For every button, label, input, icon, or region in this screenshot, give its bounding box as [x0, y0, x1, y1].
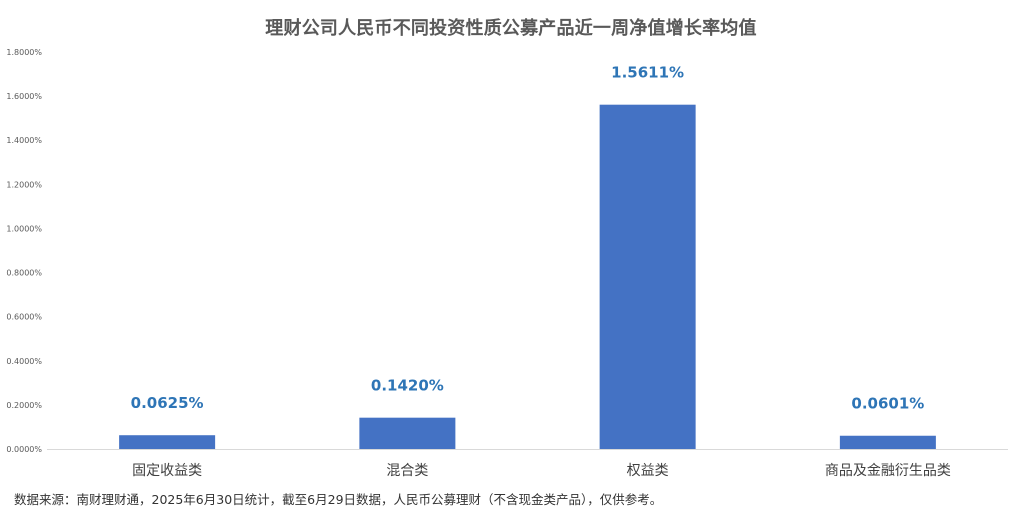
x-axis-ticks: 固定收益类 混合类 权益类 商品及金融衍生品类: [132, 463, 951, 479]
y-tick-label: 1.8000%: [6, 48, 42, 57]
data-source-note: 数据来源：南财理财通，2025年6月30日统计，截至6月29日数据，人民币公募理…: [14, 492, 663, 507]
chart-title: 理财公司人民币不同投资性质公募产品近一周净值增长率均值: [265, 18, 757, 39]
y-axis-ticks: 0.0000% 0.2000% 0.4000% 0.6000% 0.8000% 1.000…: [6, 48, 42, 454]
bars: [119, 104, 936, 449]
category-label: 固定收益类: [132, 463, 202, 479]
y-tick-label: 1.4000%: [6, 136, 42, 145]
bar: [359, 417, 456, 449]
category-label: 商品及金融衍生品类: [825, 463, 951, 479]
value-labels: 0.0625% 0.1420% 1.5611% 0.0601%: [131, 64, 925, 413]
y-tick-label: 0.8000%: [6, 269, 42, 278]
value-label: 1.5611%: [611, 64, 684, 82]
bar: [119, 435, 216, 449]
value-label: 0.0625%: [131, 394, 204, 412]
y-tick-label: 0.4000%: [6, 357, 42, 366]
category-label: 权益类: [627, 463, 669, 479]
y-tick-label: 1.6000%: [6, 92, 42, 101]
bar: [599, 104, 696, 449]
y-tick-label: 1.2000%: [6, 180, 42, 189]
value-label: 0.1420%: [371, 377, 444, 395]
y-tick-label: 0.2000%: [6, 401, 42, 410]
y-tick-label: 0.0000%: [6, 445, 42, 454]
bar: [839, 435, 936, 449]
category-label: 混合类: [386, 463, 428, 479]
y-tick-label: 1.0000%: [6, 224, 42, 233]
value-label: 0.0601%: [851, 395, 924, 413]
y-tick-label: 0.6000%: [6, 313, 42, 322]
